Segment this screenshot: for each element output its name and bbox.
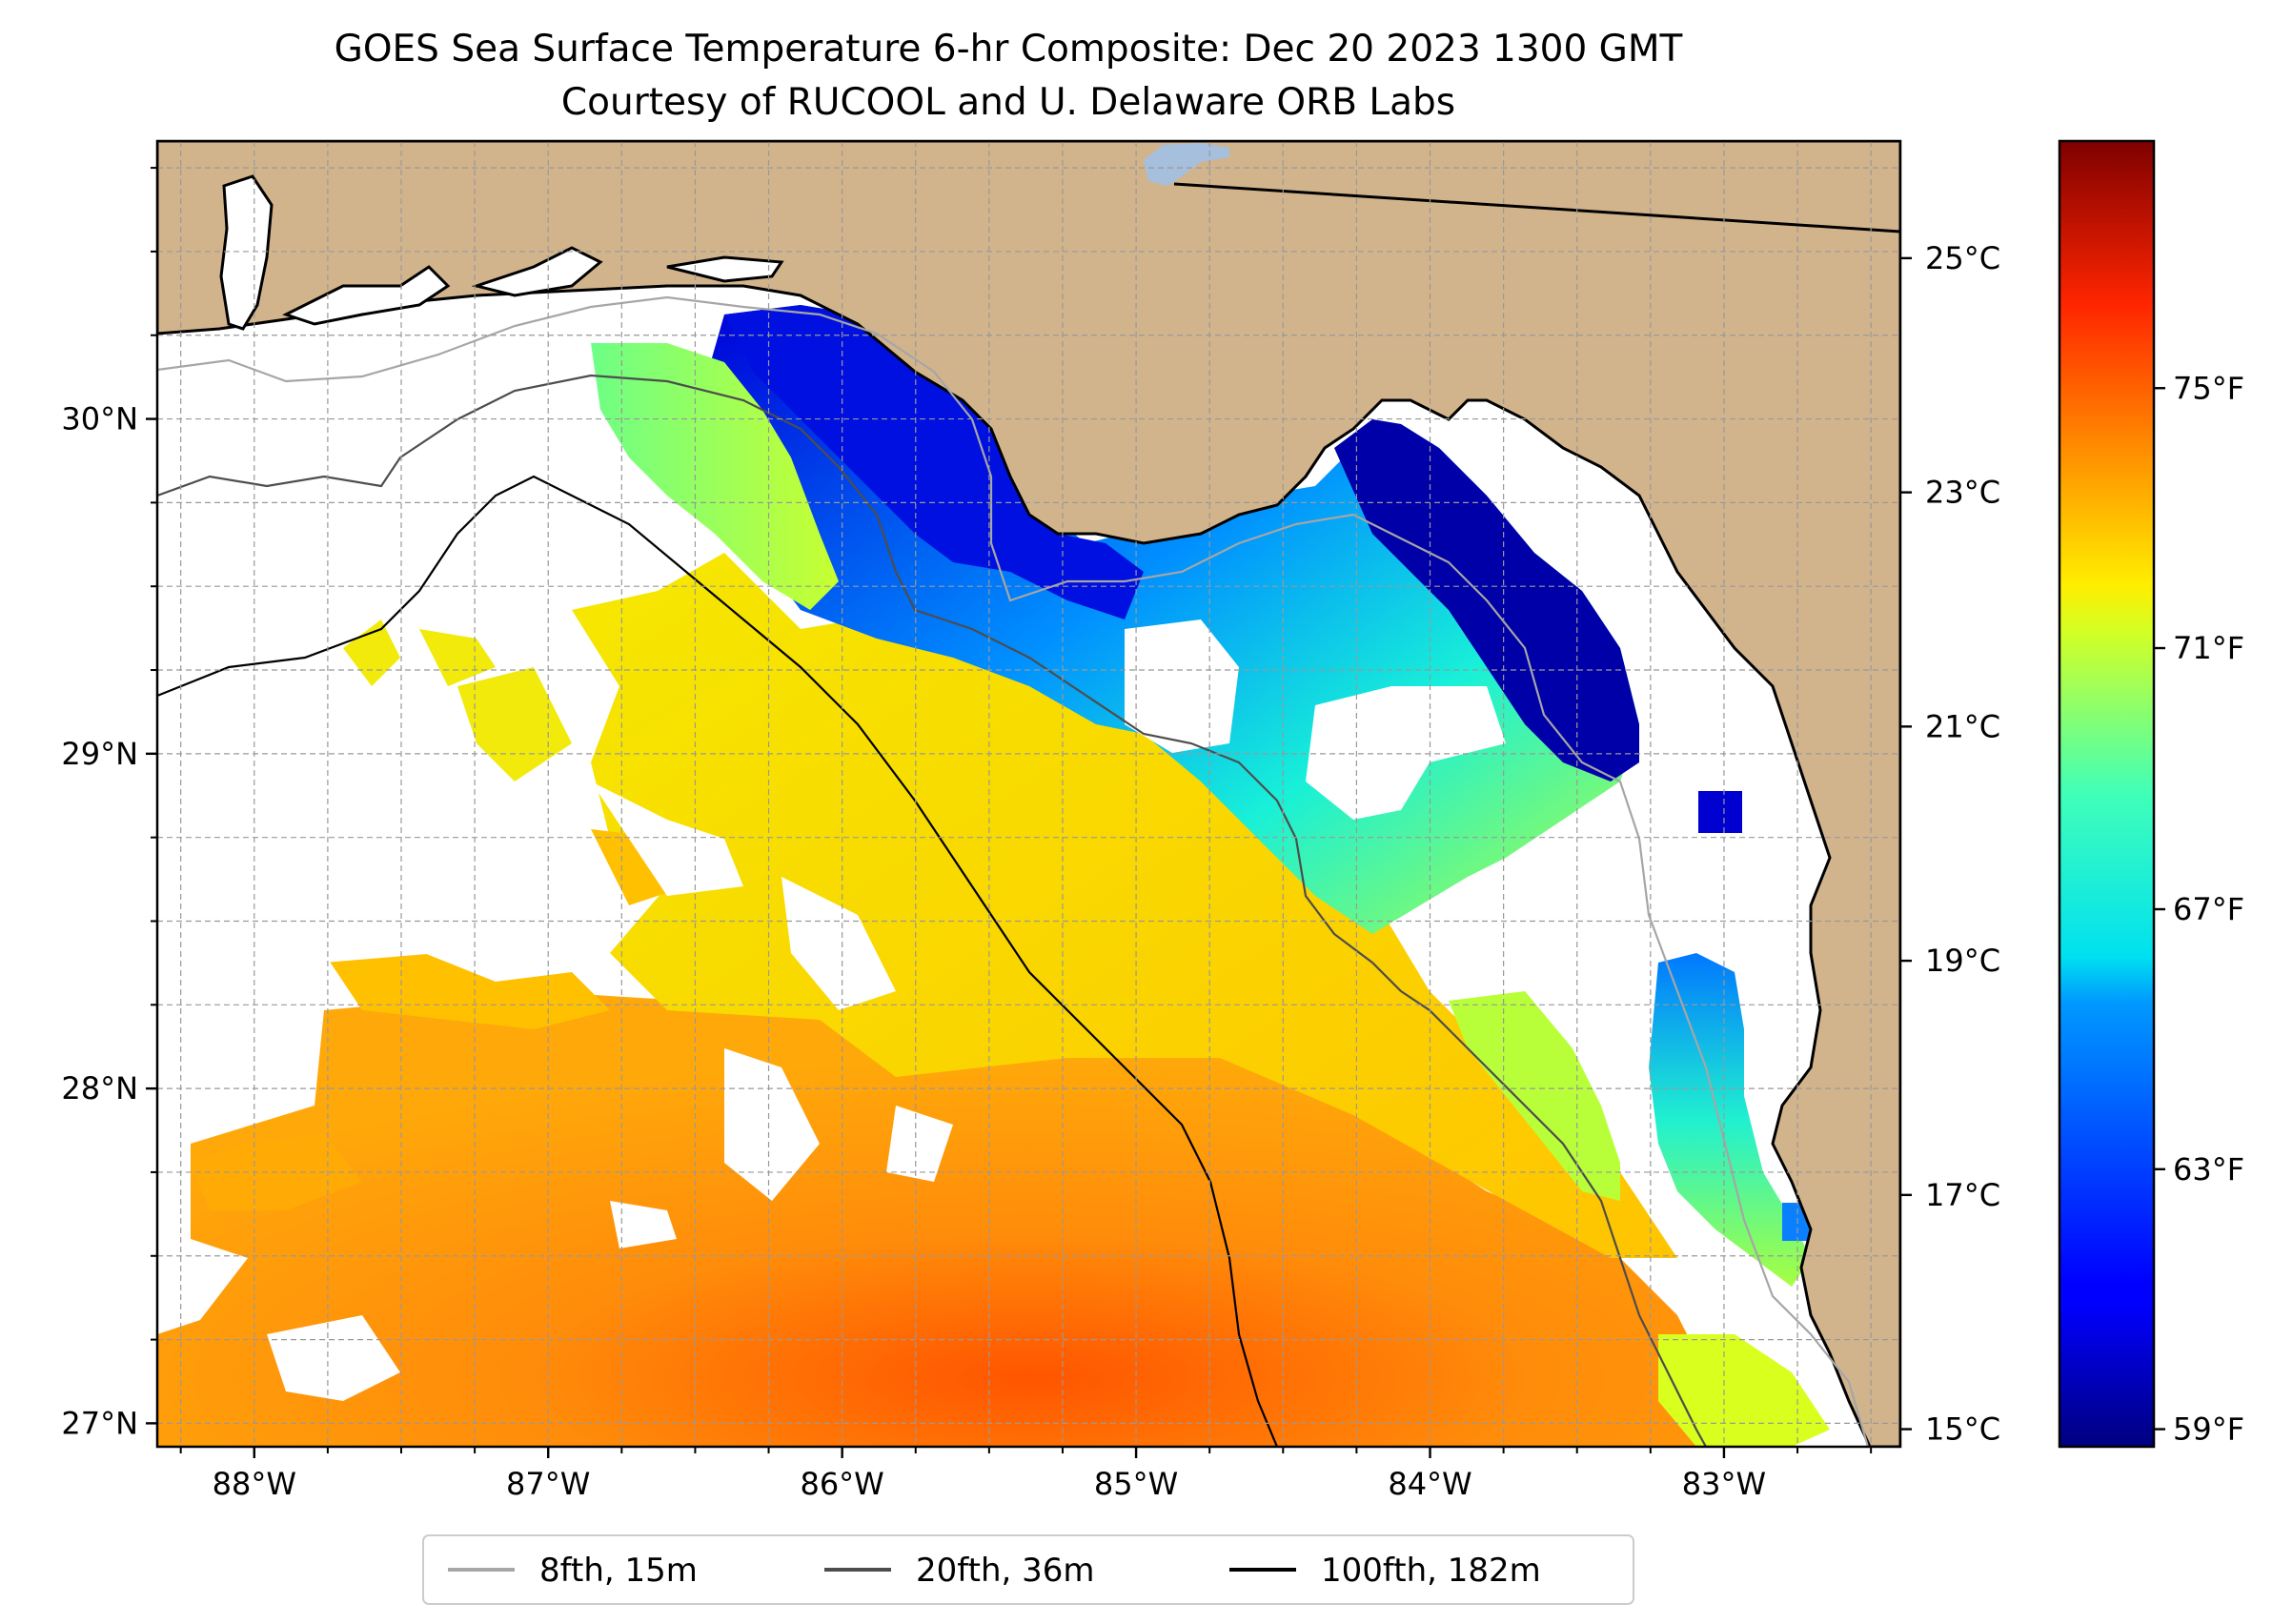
no-data-gap (1125, 343, 1506, 820)
sst-south-shelf (1658, 1334, 1830, 1447)
celsius-tick-label: 19°C (1925, 943, 2000, 979)
sst-coastal-blue (724, 305, 1144, 619)
latitude-ticks: 27°N 28°N 29°N 30°N (61, 167, 157, 1441)
fahrenheit-tick-label: 75°F (2173, 370, 2244, 406)
legend-label: 20fth, 36m (916, 1552, 1095, 1590)
lon-tick-label: 83°W (1682, 1466, 1766, 1502)
celsius-tick-label: 21°C (1925, 708, 2000, 744)
lake (1144, 143, 1229, 186)
sst-west-patch (343, 619, 572, 782)
fahrenheit-tick-label: 67°F (2173, 891, 2244, 927)
celsius-tick-label: 17°C (1925, 1177, 2000, 1213)
lon-tick-label: 86°W (800, 1466, 883, 1502)
colorbar-fahrenheit-ticks: 59°F 63°F 67°F 71°F 75°F (2154, 370, 2244, 1448)
state-border (1173, 182, 1900, 233)
fahrenheit-tick-label: 63°F (2173, 1151, 2244, 1188)
figure-title: GOES Sea Surface Temperature 6-hr Compos… (335, 28, 1683, 71)
celsius-tick-label: 15°C (1925, 1411, 2000, 1448)
legend-label: 8fth, 15m (539, 1552, 698, 1590)
sst-west-patch (324, 829, 686, 1029)
map-frame (155, 139, 1902, 1449)
map-gridlines (157, 141, 1900, 1447)
sst-south-shelf (1449, 991, 1620, 1201)
lat-tick-label: 29°N (61, 736, 138, 772)
longitude-ticks: 88°W 87°W 86°W 85°W 84°W 83°W (179, 1447, 1873, 1502)
figure-subtitle: Courtesy of RUCOOL and U. Delaware ORB L… (561, 81, 1455, 124)
colorbar-gradient (2058, 139, 2156, 1449)
colorbar: 15°C 17°C 19°C 21°C 23°C 25°C 59°F 63°F 67°F 71°… (1900, 139, 2244, 1449)
lat-tick-label: 30°N (61, 401, 138, 437)
sst-east-blue-patch (1698, 791, 1742, 833)
sst-east-strip (1649, 953, 1811, 1287)
isobath-36m (157, 374, 1707, 1447)
celsius-tick-label: 23°C (1925, 475, 2000, 511)
lon-tick-label: 88°W (213, 1466, 296, 1502)
isobath-legend: 8fth, 15m 20fth, 36m 100fth, 182m (422, 1534, 1634, 1605)
fahrenheit-tick-label: 59°F (2173, 1411, 2244, 1448)
lat-tick-label: 28°N (61, 1070, 138, 1106)
lat-tick-label: 27°N (61, 1405, 138, 1441)
map-panel (157, 141, 1900, 1447)
legend-box (422, 1534, 1634, 1605)
isobath-15m (157, 295, 1870, 1447)
colorbar-celsius-ticks: 15°C 17°C 19°C 21°C 23°C 25°C (1900, 240, 2000, 1448)
lon-tick-label: 85°W (1094, 1466, 1178, 1502)
celsius-tick-label: 25°C (1925, 240, 2000, 276)
no-data-gap (157, 591, 953, 1401)
isobath-182m (157, 475, 1279, 1447)
mobile-bay (219, 174, 274, 331)
coastal-bay (282, 246, 784, 326)
lon-tick-label: 87°W (506, 1466, 590, 1502)
isobaths (157, 295, 1870, 1447)
fahrenheit-tick-label: 71°F (2173, 630, 2244, 666)
land-mass (157, 141, 1900, 1447)
sst-green-nw (591, 343, 839, 610)
sst-yellow-band (572, 553, 1677, 1258)
legend-label: 100fth, 182m (1321, 1552, 1541, 1590)
lon-tick-label: 84°W (1388, 1466, 1471, 1502)
